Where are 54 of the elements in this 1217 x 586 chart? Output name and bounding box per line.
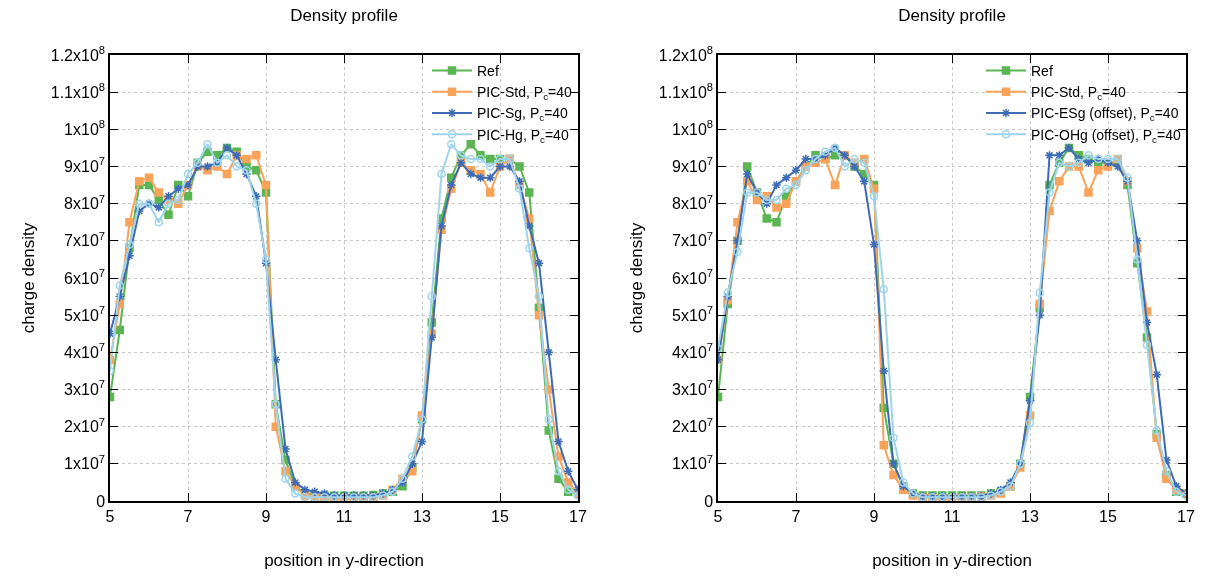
y-tick-label: 4x10$^{7}$ <box>672 341 714 361</box>
y-tick-label: 1.1x10$^{8}$ <box>658 81 714 101</box>
x-tick-label: 5 <box>105 507 115 525</box>
legend-label: PIC-Std, P$_{c}$=40 <box>1031 84 1127 103</box>
legend-label: PIC-Sg, P$_{c}$=40 <box>477 105 569 124</box>
chart-title: Density profile <box>898 5 1006 25</box>
y-axis-title: charge density <box>18 222 38 334</box>
y-tick-label: 9x10$^{7}$ <box>672 155 714 176</box>
legend-label: PIC-ESg (offset), P$_{c}$=40 <box>1031 105 1179 124</box>
x-tick-label: 7 <box>183 507 193 525</box>
y-tick-label: 5x10$^{7}$ <box>64 304 106 324</box>
y-tick-label: 6x10$^{7}$ <box>672 266 714 287</box>
y-tick-label: 7x10$^{7}$ <box>672 229 714 250</box>
y-tick-label: 9x10$^{7}$ <box>64 155 106 176</box>
legend-label: Ref <box>477 63 499 80</box>
y-tick-label: 6x10$^{7}$ <box>64 266 106 287</box>
y-tick-label: 2x10$^{7}$ <box>672 415 714 436</box>
x-tick-label: 11 <box>335 507 353 525</box>
y-tick-label: 0 <box>704 492 714 510</box>
y-tick-label: 1.2x10$^{8}$ <box>50 43 106 64</box>
legend-label: PIC-Std, P$_{c}$=40 <box>477 84 573 103</box>
y-tick-label: 5x10$^{7}$ <box>672 304 714 324</box>
x-tick-label: 17 <box>569 507 587 525</box>
y-tick-label: 2x10$^{7}$ <box>64 415 106 436</box>
y-tick-label: 4x10$^{7}$ <box>64 341 106 361</box>
legend-label: PIC-Hg, P$_{c}$=40 <box>477 126 569 145</box>
x-tick-label: 15 <box>491 507 509 525</box>
y-tick-label: 1x10$^{7}$ <box>64 452 106 473</box>
x-axis-title: position in y-direction <box>264 550 424 570</box>
x-tick-label: 9 <box>869 507 879 525</box>
legend-label: Ref <box>1031 63 1053 80</box>
x-tick-label: 7 <box>791 507 801 525</box>
x-axis-title: position in y-direction <box>872 550 1032 570</box>
x-tick-label: 17 <box>1177 507 1195 525</box>
x-tick-label: 11 <box>943 507 961 525</box>
x-tick-label: 13 <box>413 507 431 525</box>
x-tick-label: 13 <box>1021 507 1039 525</box>
chart-title: Density profile <box>290 5 398 25</box>
y-tick-label: 1.1x10$^{8}$ <box>50 81 106 101</box>
y-tick-label: 3x10$^{7}$ <box>672 378 714 399</box>
y-tick-label: 1.2x10$^{8}$ <box>658 43 714 64</box>
x-tick-label: 15 <box>1099 507 1117 525</box>
y-tick-label: 1x10$^{8}$ <box>64 118 106 138</box>
y-tick-label: 0 <box>96 492 106 510</box>
y-axis-title: charge density <box>626 222 646 334</box>
y-tick-label: 7x10$^{7}$ <box>64 229 106 250</box>
legend-label: PIC-OHg (offset), P$_{c}$=40 <box>1031 126 1181 145</box>
y-tick-label: 8x10$^{7}$ <box>672 192 714 213</box>
y-tick-label: 3x10$^{7}$ <box>64 378 106 399</box>
x-tick-label: 5 <box>713 507 723 525</box>
y-tick-label: 8x10$^{7}$ <box>64 192 106 213</box>
y-tick-label: 1x10$^{8}$ <box>672 118 714 138</box>
x-tick-label: 9 <box>261 507 271 525</box>
y-tick-label: 1x10$^{7}$ <box>672 452 714 473</box>
